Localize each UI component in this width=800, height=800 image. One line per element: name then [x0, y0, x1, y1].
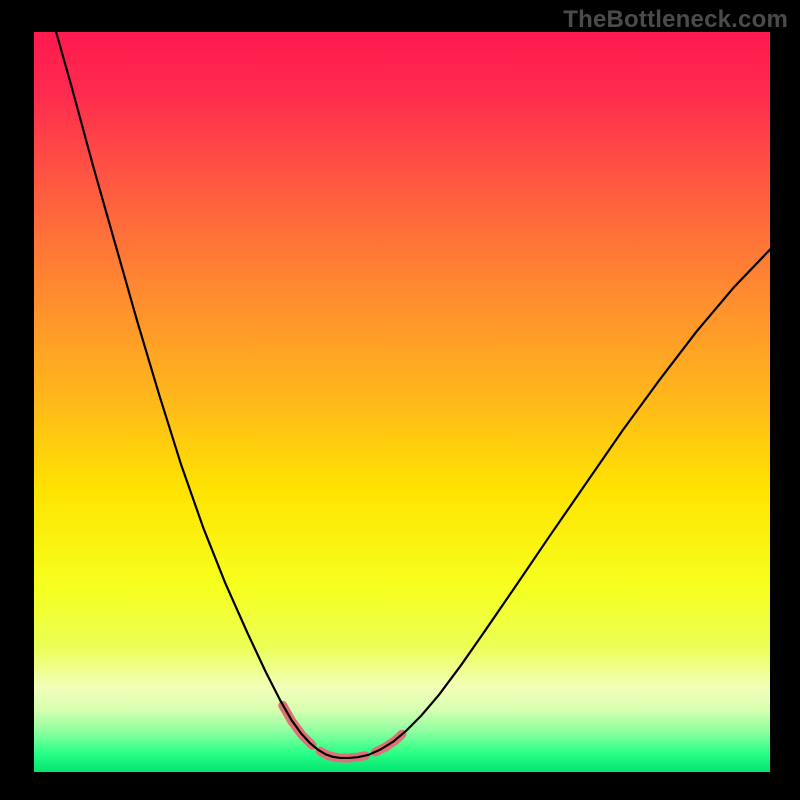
gradient-background [34, 32, 770, 772]
plot-area [34, 32, 770, 772]
chart-frame: TheBottleneck.com [0, 0, 800, 800]
watermark-text: TheBottleneck.com [563, 6, 788, 34]
